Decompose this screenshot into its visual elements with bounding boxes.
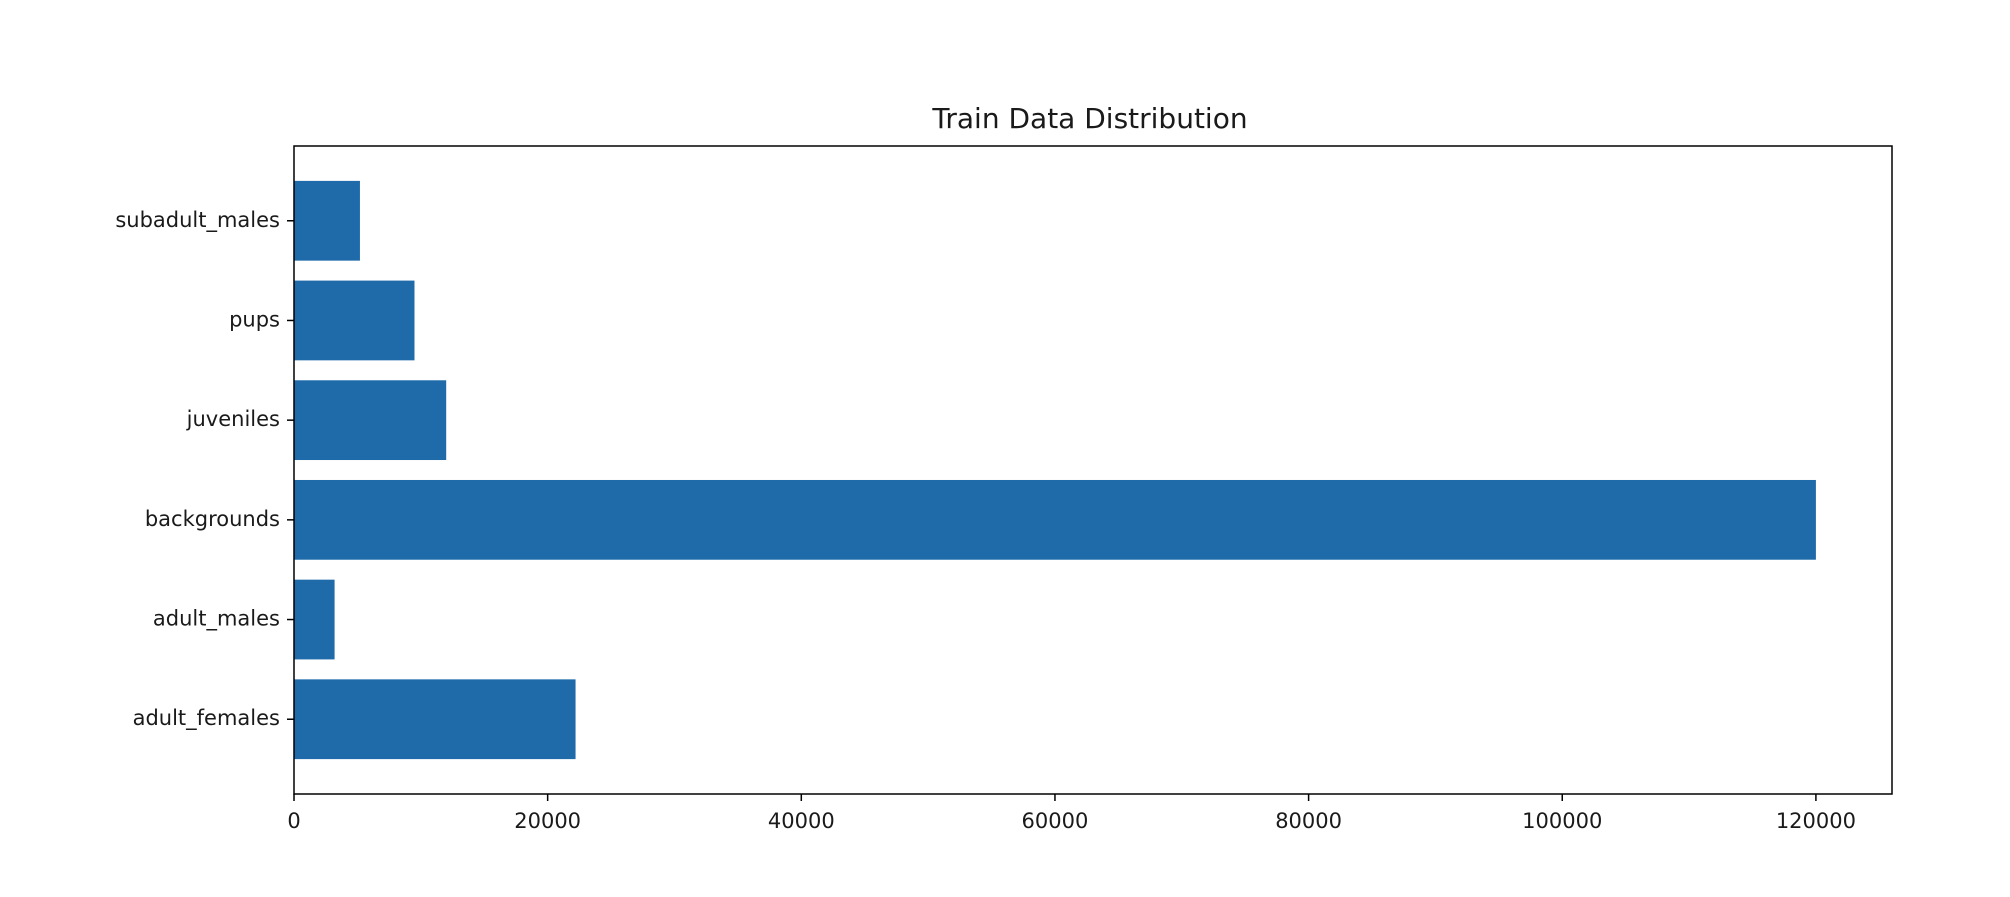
- bar-adult-females: [294, 679, 576, 760]
- x-tick-label: 100000: [1522, 809, 1602, 833]
- y-tick-label: juveniles: [186, 407, 280, 431]
- chart-title: Train Data Distribution: [931, 102, 1247, 135]
- bar-pups: [294, 280, 415, 361]
- y-tick-label: backgrounds: [145, 507, 280, 531]
- bar-juveniles: [294, 380, 447, 461]
- x-tick-label: 80000: [1275, 809, 1342, 833]
- y-tick-label: adult_females: [133, 706, 280, 731]
- x-tick-label: 60000: [1022, 809, 1089, 833]
- x-tick-label: 40000: [768, 809, 835, 833]
- plot-frame: [293, 145, 1893, 795]
- x-tick-label: 120000: [1776, 809, 1856, 833]
- bar-backgrounds: [294, 479, 1816, 560]
- ticks-layer: adult_females adult_males backgrounds juven…: [115, 208, 1856, 833]
- x-tick-label: 20000: [514, 809, 581, 833]
- y-tick-label: subadult_males: [115, 208, 280, 233]
- bar-subadult-males: [294, 180, 360, 261]
- y-tick-label: pups: [229, 307, 280, 331]
- x-tick-label: 0: [287, 809, 300, 833]
- bars-layer: [294, 180, 1816, 760]
- y-tick-label: adult_males: [153, 607, 280, 632]
- bar-adult-males: [294, 579, 335, 660]
